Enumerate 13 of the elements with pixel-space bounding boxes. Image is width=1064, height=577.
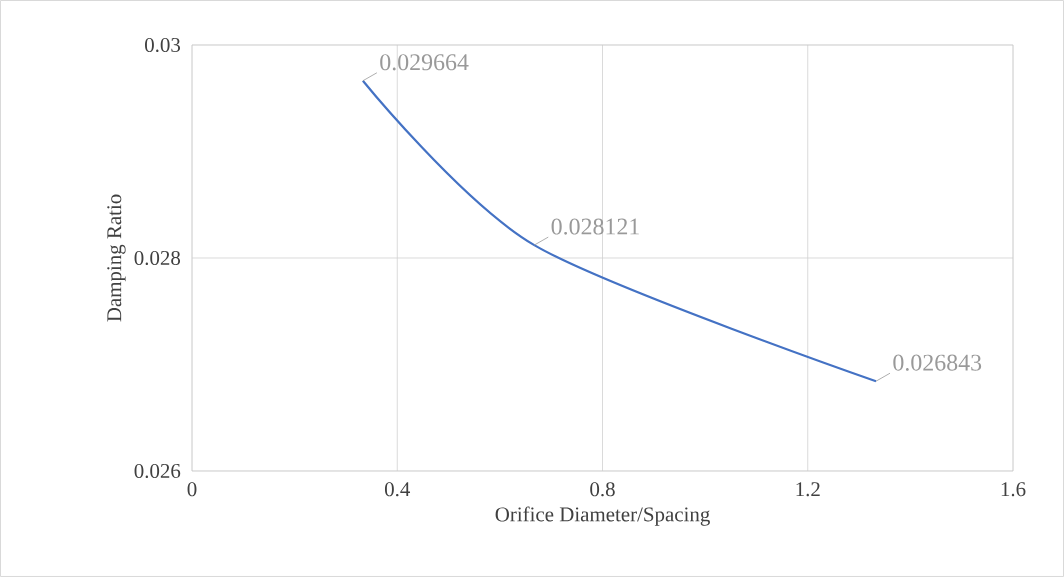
x-tick-label: 0: [187, 482, 197, 497]
y-tick-label: 0.028: [134, 250, 181, 266]
y-tick-label: 0.026: [134, 463, 181, 479]
x-tick-label: 0.4: [384, 482, 411, 497]
y-axis-title: Damping Ratio: [107, 194, 126, 322]
x-tick-label: 1.2: [796, 482, 820, 497]
x-axis-title: Orifice Diameter/Spacing: [495, 506, 710, 526]
x-tick-label: 0.8: [590, 482, 615, 497]
x-tick-label: 1.6: [1001, 482, 1026, 497]
y-tick-label: 0.03: [145, 37, 181, 53]
data-label: 0.026843: [893, 354, 982, 371]
data-label: 0.028121: [551, 218, 639, 235]
data-label: 0.029664: [380, 54, 469, 71]
